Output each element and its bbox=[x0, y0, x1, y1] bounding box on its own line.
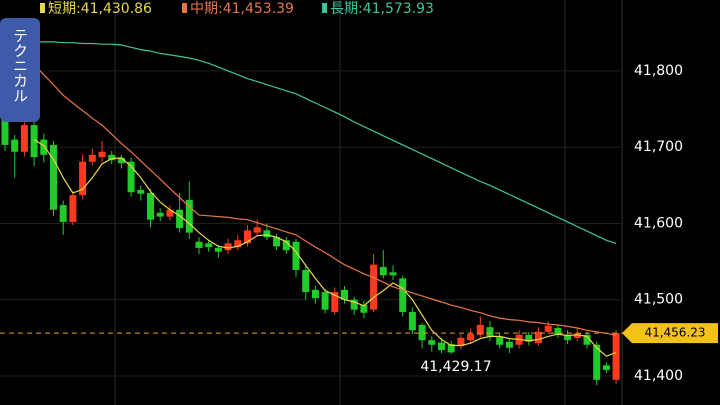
candle-body bbox=[244, 230, 251, 244]
candle-body bbox=[408, 311, 416, 331]
candle-body bbox=[428, 340, 436, 345]
candle-body bbox=[205, 243, 213, 248]
tab-label[interactable]: テクニカル bbox=[11, 28, 29, 103]
price-label-box bbox=[622, 323, 718, 344]
tab-button[interactable]: テクニカル bbox=[0, 18, 40, 122]
candle-body bbox=[282, 240, 290, 251]
candle-body bbox=[224, 243, 232, 251]
candle-body bbox=[195, 241, 203, 248]
candle-body bbox=[554, 327, 562, 335]
y-tick-label: 41,700 bbox=[634, 139, 683, 155]
legend-label: 中期:41,453.39 bbox=[190, 1, 294, 17]
candle-body bbox=[583, 334, 591, 345]
candle-body bbox=[147, 192, 154, 220]
ma-line bbox=[4, 43, 617, 336]
candle-body bbox=[438, 342, 445, 351]
price-label: 41,456.23 bbox=[644, 326, 705, 340]
candle-body bbox=[117, 157, 125, 164]
candle-body bbox=[544, 325, 552, 332]
plot bbox=[0, 41, 622, 386]
candle-body bbox=[476, 324, 484, 335]
y-tick-label: 41,800 bbox=[634, 63, 683, 79]
candle-body bbox=[11, 139, 19, 152]
candle-body bbox=[447, 343, 455, 353]
candle-body bbox=[525, 334, 533, 342]
candle-body bbox=[79, 161, 87, 196]
candle-body bbox=[30, 125, 38, 158]
candle-body bbox=[341, 289, 348, 300]
candle-body bbox=[467, 334, 475, 341]
ma-line bbox=[4, 41, 617, 244]
candle-body bbox=[69, 195, 77, 222]
candle-body bbox=[331, 292, 339, 312]
candle-body bbox=[127, 161, 135, 193]
candle-body bbox=[137, 189, 145, 194]
candle-body bbox=[379, 266, 387, 276]
candle-body bbox=[496, 337, 504, 345]
candle-body bbox=[457, 337, 465, 347]
legend-label: 長期:41,573.93 bbox=[330, 1, 434, 17]
candle-body bbox=[418, 324, 426, 341]
y-tick-label: 41,500 bbox=[634, 292, 683, 308]
candle-body bbox=[185, 199, 193, 233]
candle-body bbox=[1, 99, 9, 145]
legend-swatch bbox=[182, 3, 187, 13]
legend-swatch bbox=[40, 3, 45, 13]
candle-body bbox=[311, 289, 319, 299]
candle-body bbox=[273, 237, 281, 247]
candle-body bbox=[214, 247, 222, 252]
candle-body bbox=[564, 334, 572, 341]
low-annotation: 41,429.17 bbox=[420, 359, 491, 375]
candle-body bbox=[350, 299, 358, 310]
candle-body bbox=[50, 144, 57, 210]
candle-body bbox=[156, 212, 164, 217]
candle-body bbox=[40, 139, 48, 155]
candle-body bbox=[20, 125, 28, 152]
candle-body bbox=[292, 241, 300, 270]
candle-body bbox=[166, 209, 174, 217]
candle-body bbox=[88, 154, 96, 162]
candle-body bbox=[389, 272, 397, 276]
candle-body bbox=[360, 305, 368, 313]
candle-body bbox=[302, 270, 310, 293]
candle-body bbox=[263, 230, 271, 238]
candle-body bbox=[370, 264, 378, 310]
y-tick-label: 41,400 bbox=[634, 368, 683, 384]
candle-body bbox=[486, 327, 494, 338]
tab-background[interactable] bbox=[0, 18, 40, 122]
candle-body bbox=[573, 333, 581, 338]
legend-label: 短期:41,430.86 bbox=[48, 1, 152, 17]
candle-body bbox=[535, 331, 542, 344]
candle-body bbox=[98, 151, 106, 158]
candle-body bbox=[612, 333, 620, 380]
ma-line bbox=[33, 139, 617, 357]
candle-body bbox=[399, 278, 407, 312]
candle-body bbox=[593, 344, 601, 380]
candle-body bbox=[505, 341, 513, 348]
candle-body bbox=[59, 205, 67, 222]
candle-body bbox=[253, 227, 261, 233]
candle-body bbox=[321, 292, 329, 310]
candle-body bbox=[108, 154, 116, 161]
legend-swatch bbox=[322, 3, 327, 13]
y-tick-label: 41,600 bbox=[634, 215, 683, 231]
candle-body bbox=[602, 365, 610, 370]
candle-body bbox=[234, 240, 242, 248]
candle-body bbox=[176, 209, 184, 229]
